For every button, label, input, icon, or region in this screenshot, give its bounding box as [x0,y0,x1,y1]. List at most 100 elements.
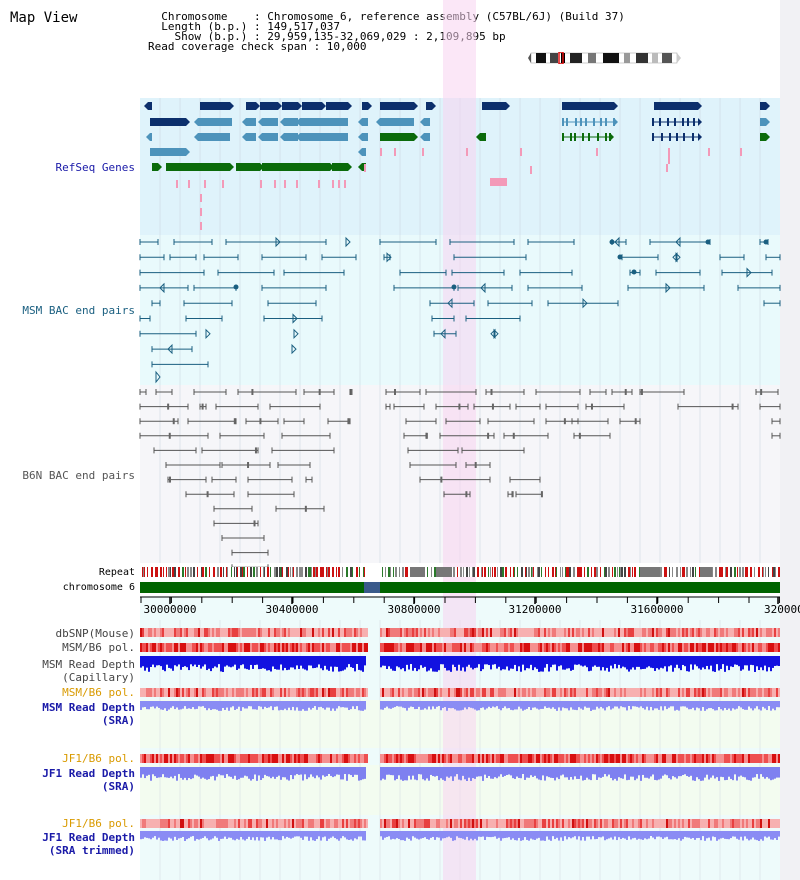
refseq-gene[interactable] [246,102,260,110]
bac-end-pair[interactable] [487,300,533,307]
refseq-gene[interactable] [296,133,348,141]
refseq-gene[interactable] [760,102,770,110]
refseq-gene[interactable] [652,118,702,126]
bac-end-pair[interactable] [139,254,165,261]
bac-end-pair[interactable] [267,300,317,307]
refseq-gene[interactable] [166,163,234,171]
bac-end-pair[interactable] [431,315,455,322]
refseq-gene[interactable] [760,133,770,141]
refseq-gene[interactable] [236,163,264,171]
bac-end-pair[interactable] [165,462,221,468]
bac-end-pair[interactable] [409,462,457,468]
bac-end-pair[interactable] [519,269,573,276]
refseq-gene[interactable] [200,102,234,110]
bac-end-pair[interactable] [139,403,189,410]
refseq-gene[interactable] [144,102,152,110]
bac-end-pair[interactable] [139,269,205,276]
refseq-gene[interactable] [426,102,436,110]
refseq-gene[interactable] [420,133,430,141]
bac-end-pair[interactable] [305,476,313,483]
bac-end-pair[interactable] [405,418,437,425]
bac-end-pair[interactable] [487,418,535,425]
bac-end-pair[interactable] [449,239,515,245]
bac-end-pair[interactable] [211,476,237,483]
refseq-gene[interactable] [258,118,278,126]
bac-end-pair[interactable] [763,300,781,307]
refseq-gene[interactable] [476,133,486,141]
bac-end-pair[interactable] [407,447,459,454]
refseq-gene[interactable] [280,133,298,141]
bac-end-pair[interactable] [269,403,321,410]
bac-end-pair[interactable] [187,418,237,425]
bac-end-pair[interactable] [139,432,209,439]
bac-end-pair[interactable] [465,315,521,322]
refseq-gene[interactable] [296,118,348,126]
bac-end-pair[interactable] [765,254,781,261]
bac-end-pair[interactable] [379,239,437,245]
bac-end-pair[interactable] [245,418,279,425]
bac-end-pair[interactable] [167,476,207,483]
refseq-gene[interactable] [302,102,326,110]
bac-end-pair[interactable] [213,520,259,527]
bac-end-pair[interactable] [281,432,331,439]
refseq-gene[interactable] [152,163,162,171]
bac-end-pair[interactable] [247,476,293,483]
refseq-gene[interactable] [242,133,256,141]
bac-end-pair[interactable] [527,284,583,291]
bac-end-pair[interactable] [461,447,525,454]
bac-end-pair[interactable] [719,254,745,261]
bac-end-pair[interactable] [173,239,213,245]
refseq-gene[interactable] [146,133,152,141]
refseq-gene[interactable] [760,118,770,126]
bac-end-pair[interactable] [185,491,235,498]
bac-end-pair[interactable] [139,315,151,322]
bac-end-pair[interactable] [571,418,609,425]
bac-end-pair[interactable] [759,403,781,410]
refseq-gene[interactable] [482,102,510,110]
bac-end-pair[interactable] [183,300,233,307]
bac-end-pair[interactable] [425,389,477,395]
bac-end-pair[interactable] [527,239,575,245]
bac-end-pair[interactable] [435,403,469,410]
bac-end-pair[interactable] [203,254,239,261]
refseq-gene[interactable] [562,102,618,110]
refseq-gene[interactable] [562,118,618,126]
refseq-gene[interactable] [358,148,366,156]
bac-end-pair[interactable] [221,462,271,468]
bac-end-pair[interactable] [139,389,147,395]
bac-end-pair[interactable] [451,269,505,276]
bac-end-pair[interactable] [139,239,159,245]
bac-end-pair[interactable] [139,418,179,425]
bac-end-pair[interactable] [445,418,481,425]
bac-end-pair[interactable] [327,418,351,425]
bac-end-pair[interactable] [201,447,259,454]
bac-end-pair[interactable] [771,418,781,425]
bac-end-pair[interactable] [755,389,779,395]
refseq-gene[interactable] [262,163,334,171]
refseq-gene[interactable] [150,118,190,126]
bac-end-pair[interactable] [193,389,227,395]
refseq-gene[interactable] [652,133,702,141]
refseq-gene[interactable] [358,133,368,141]
bac-end-pair[interactable] [155,389,173,395]
refseq-gene[interactable] [150,148,190,156]
bac-end-pair[interactable] [151,361,209,368]
refseq-gene[interactable] [380,102,418,110]
bac-end-pair[interactable] [237,389,297,395]
bac-end-pair[interactable] [677,403,739,410]
bac-end-pair[interactable] [219,432,265,439]
refseq-gene[interactable] [654,102,702,110]
bac-end-pair[interactable] [321,254,357,261]
refseq-gene[interactable] [376,118,414,126]
refseq-gene[interactable] [242,118,256,126]
bac-end-pair[interactable] [247,491,295,498]
bac-end-pair[interactable] [385,403,391,410]
refseq-gene[interactable] [280,118,298,126]
refseq-gene[interactable] [362,102,372,110]
bac-end-pair[interactable] [393,403,425,410]
bac-end-pair[interactable] [217,269,275,276]
refseq-gene[interactable] [562,133,614,141]
bac-end-pair[interactable] [213,505,253,512]
bac-end-pair[interactable] [283,418,305,425]
refseq-gene[interactable] [194,118,232,126]
